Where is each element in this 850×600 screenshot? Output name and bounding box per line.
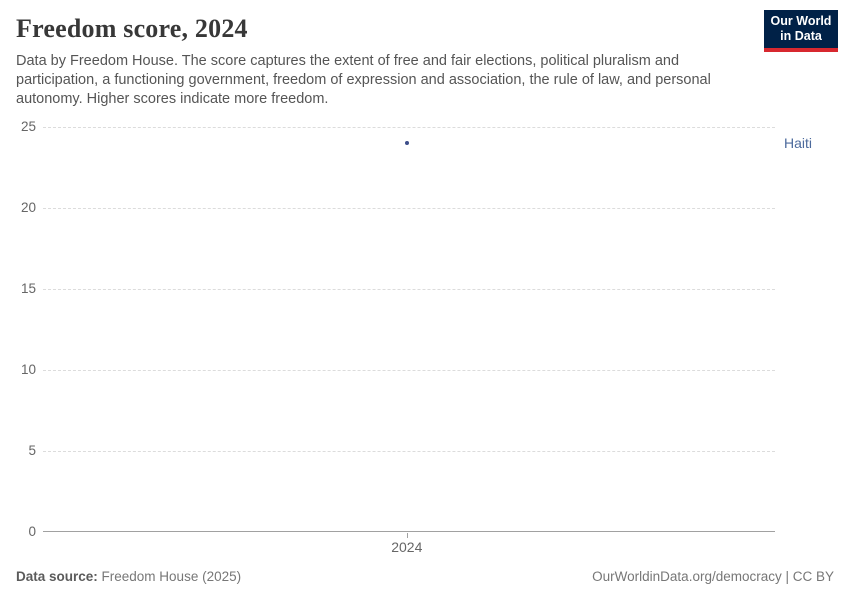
y-axis-tick-label-0: 0	[28, 524, 36, 539]
data-source-value: Freedom House (2025)	[97, 569, 242, 584]
y-axis-tick-label-20: 20	[20, 200, 36, 215]
gridline-y-5	[43, 451, 775, 452]
y-axis-tick-label-25: 25	[20, 119, 36, 134]
y-axis-tick-label-5: 5	[28, 443, 36, 458]
logo-line-1: Our World	[770, 14, 832, 28]
data-point-haiti[interactable]	[404, 141, 409, 146]
y-axis-tick-label-10: 10	[20, 362, 36, 377]
gridline-y-25	[43, 127, 775, 128]
data-source-label: Data source:	[16, 569, 98, 584]
entity-label-haiti[interactable]: Haiti	[784, 135, 813, 152]
chart-subtitle: Data by Freedom House. The score capture…	[16, 53, 711, 108]
plot-area	[43, 127, 775, 532]
gridline-y-10	[43, 370, 775, 371]
owid-logo[interactable]: Our World in Data	[764, 10, 838, 52]
page-title: Freedom score, 2024	[16, 14, 248, 43]
y-axis-tick-label-15: 15	[20, 281, 36, 296]
data-source: Data source: Freedom House (2025)	[16, 569, 241, 584]
x-axis-tick-mark	[406, 533, 408, 538]
credit-link[interactable]: OurWorldinData.org/democracy | CC BY	[592, 569, 834, 584]
x-axis-tick-label: 2024	[391, 539, 423, 555]
gridline-y-20	[43, 208, 775, 209]
logo-line-2: in Data	[780, 29, 822, 43]
gridline-y-15	[43, 289, 775, 290]
